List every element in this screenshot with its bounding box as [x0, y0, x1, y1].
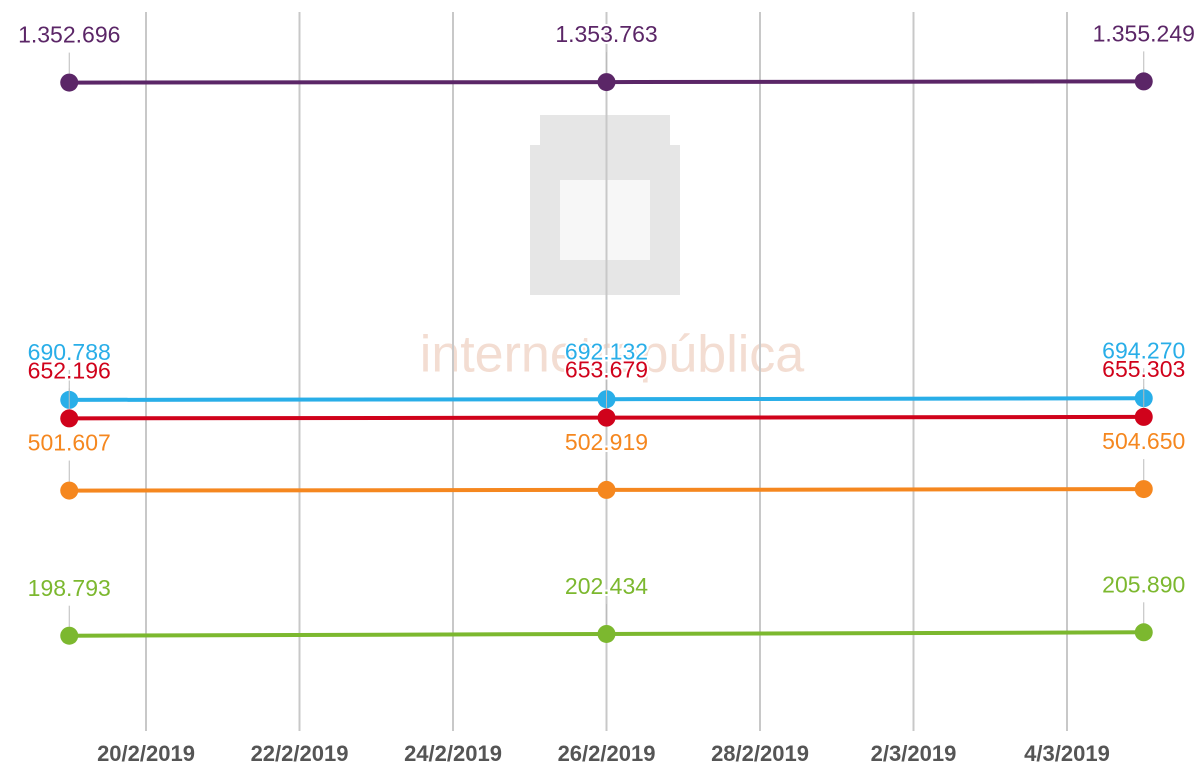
value-label: 1.353.763	[555, 21, 657, 47]
watermark: internetrepública	[420, 326, 805, 384]
value-label: 694.270	[1102, 337, 1185, 363]
value-label: 1.355.249	[1093, 20, 1195, 46]
point	[597, 624, 616, 643]
x-tick-label: 4/3/2019	[1024, 741, 1110, 766]
value-label: 504.650	[1102, 428, 1185, 454]
x-tick-label: 26/2/2019	[558, 741, 656, 766]
value-label: 692.132	[565, 338, 648, 364]
point	[1134, 480, 1153, 499]
value-label: 502.919	[565, 429, 648, 455]
point	[1134, 72, 1153, 91]
x-tick-label: 2/3/2019	[871, 741, 957, 766]
value-label: 205.890	[1102, 571, 1185, 597]
value-label: 198.793	[28, 575, 111, 601]
point	[597, 73, 616, 92]
watermark-logo-inner	[560, 180, 650, 260]
x-tick-label: 20/2/2019	[97, 741, 195, 766]
value-label: 655.303	[1102, 356, 1185, 382]
point	[1134, 407, 1153, 426]
point	[60, 409, 79, 428]
point	[597, 480, 616, 499]
point	[60, 481, 79, 500]
point	[597, 408, 616, 427]
x-tick-label: 24/2/2019	[404, 741, 502, 766]
x-tick-label: 22/2/2019	[251, 741, 349, 766]
x-tick-label: 28/2/2019	[711, 741, 809, 766]
point	[60, 626, 79, 645]
point	[60, 73, 79, 92]
value-label: 1.352.696	[18, 22, 120, 48]
value-label: 653.679	[565, 357, 648, 383]
value-label: 501.607	[28, 430, 111, 456]
value-label: 652.196	[28, 357, 111, 383]
value-label: 202.434	[565, 573, 648, 599]
value-label: 690.788	[28, 339, 111, 365]
point	[1134, 623, 1153, 642]
